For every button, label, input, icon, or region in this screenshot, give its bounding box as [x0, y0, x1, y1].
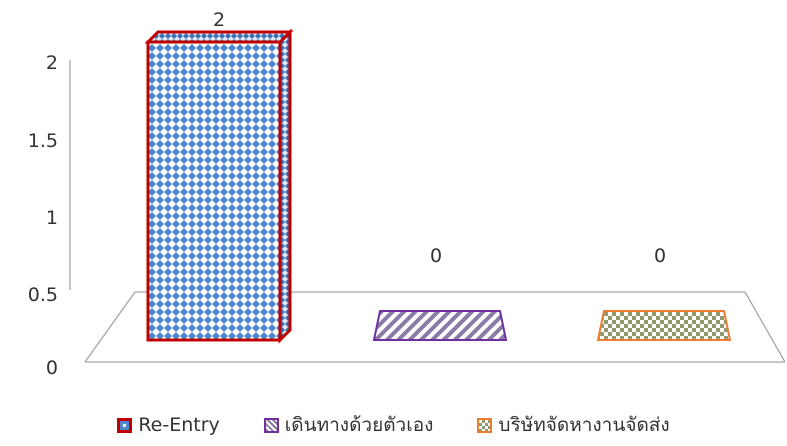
- data-label: 0: [654, 245, 666, 267]
- legend-label: บริษัทจัดหางานจัดส่ง: [498, 414, 670, 436]
- legend-label: Re-Entry: [138, 414, 220, 436]
- legend-item: Re-Entry: [117, 414, 220, 436]
- bar-3: [596, 310, 732, 341]
- y-tick-label: 0: [46, 357, 58, 379]
- data-labels: 2 0 0: [213, 9, 666, 267]
- legend: Re-Entry เดินทางด้วยตัวเอง บริษัทจัดหางานจ…: [0, 410, 787, 440]
- y-tick-label: 1: [46, 207, 58, 229]
- data-label: 0: [430, 245, 442, 267]
- legend-swatch: [263, 417, 279, 433]
- y-axis-ticks: 0 0.5 1 1.5 2: [28, 52, 58, 379]
- data-label: 2: [213, 9, 225, 31]
- y-tick-label: 0.5: [28, 284, 58, 306]
- bars: [144, 28, 732, 344]
- legend-label: เดินทางด้วยตัวเอง: [284, 414, 434, 436]
- legend-swatch: [477, 417, 493, 433]
- legend-swatch: [117, 417, 133, 433]
- y-tick-label: 1.5: [28, 130, 58, 152]
- bar-flat-face: [372, 310, 508, 341]
- bar-flat-face: [596, 310, 732, 341]
- y-tick-label: 2: [46, 52, 58, 74]
- floor-right-edge: [744, 291, 786, 363]
- legend-item: บริษัทจัดหางานจัดส่ง: [477, 410, 670, 440]
- legend-item: เดินทางด้วยตัวเอง: [263, 410, 434, 440]
- bar-front-face: [146, 40, 282, 342]
- floor-left-edge: [84, 291, 136, 363]
- bar-1: [144, 28, 294, 344]
- bar-2: [372, 310, 508, 341]
